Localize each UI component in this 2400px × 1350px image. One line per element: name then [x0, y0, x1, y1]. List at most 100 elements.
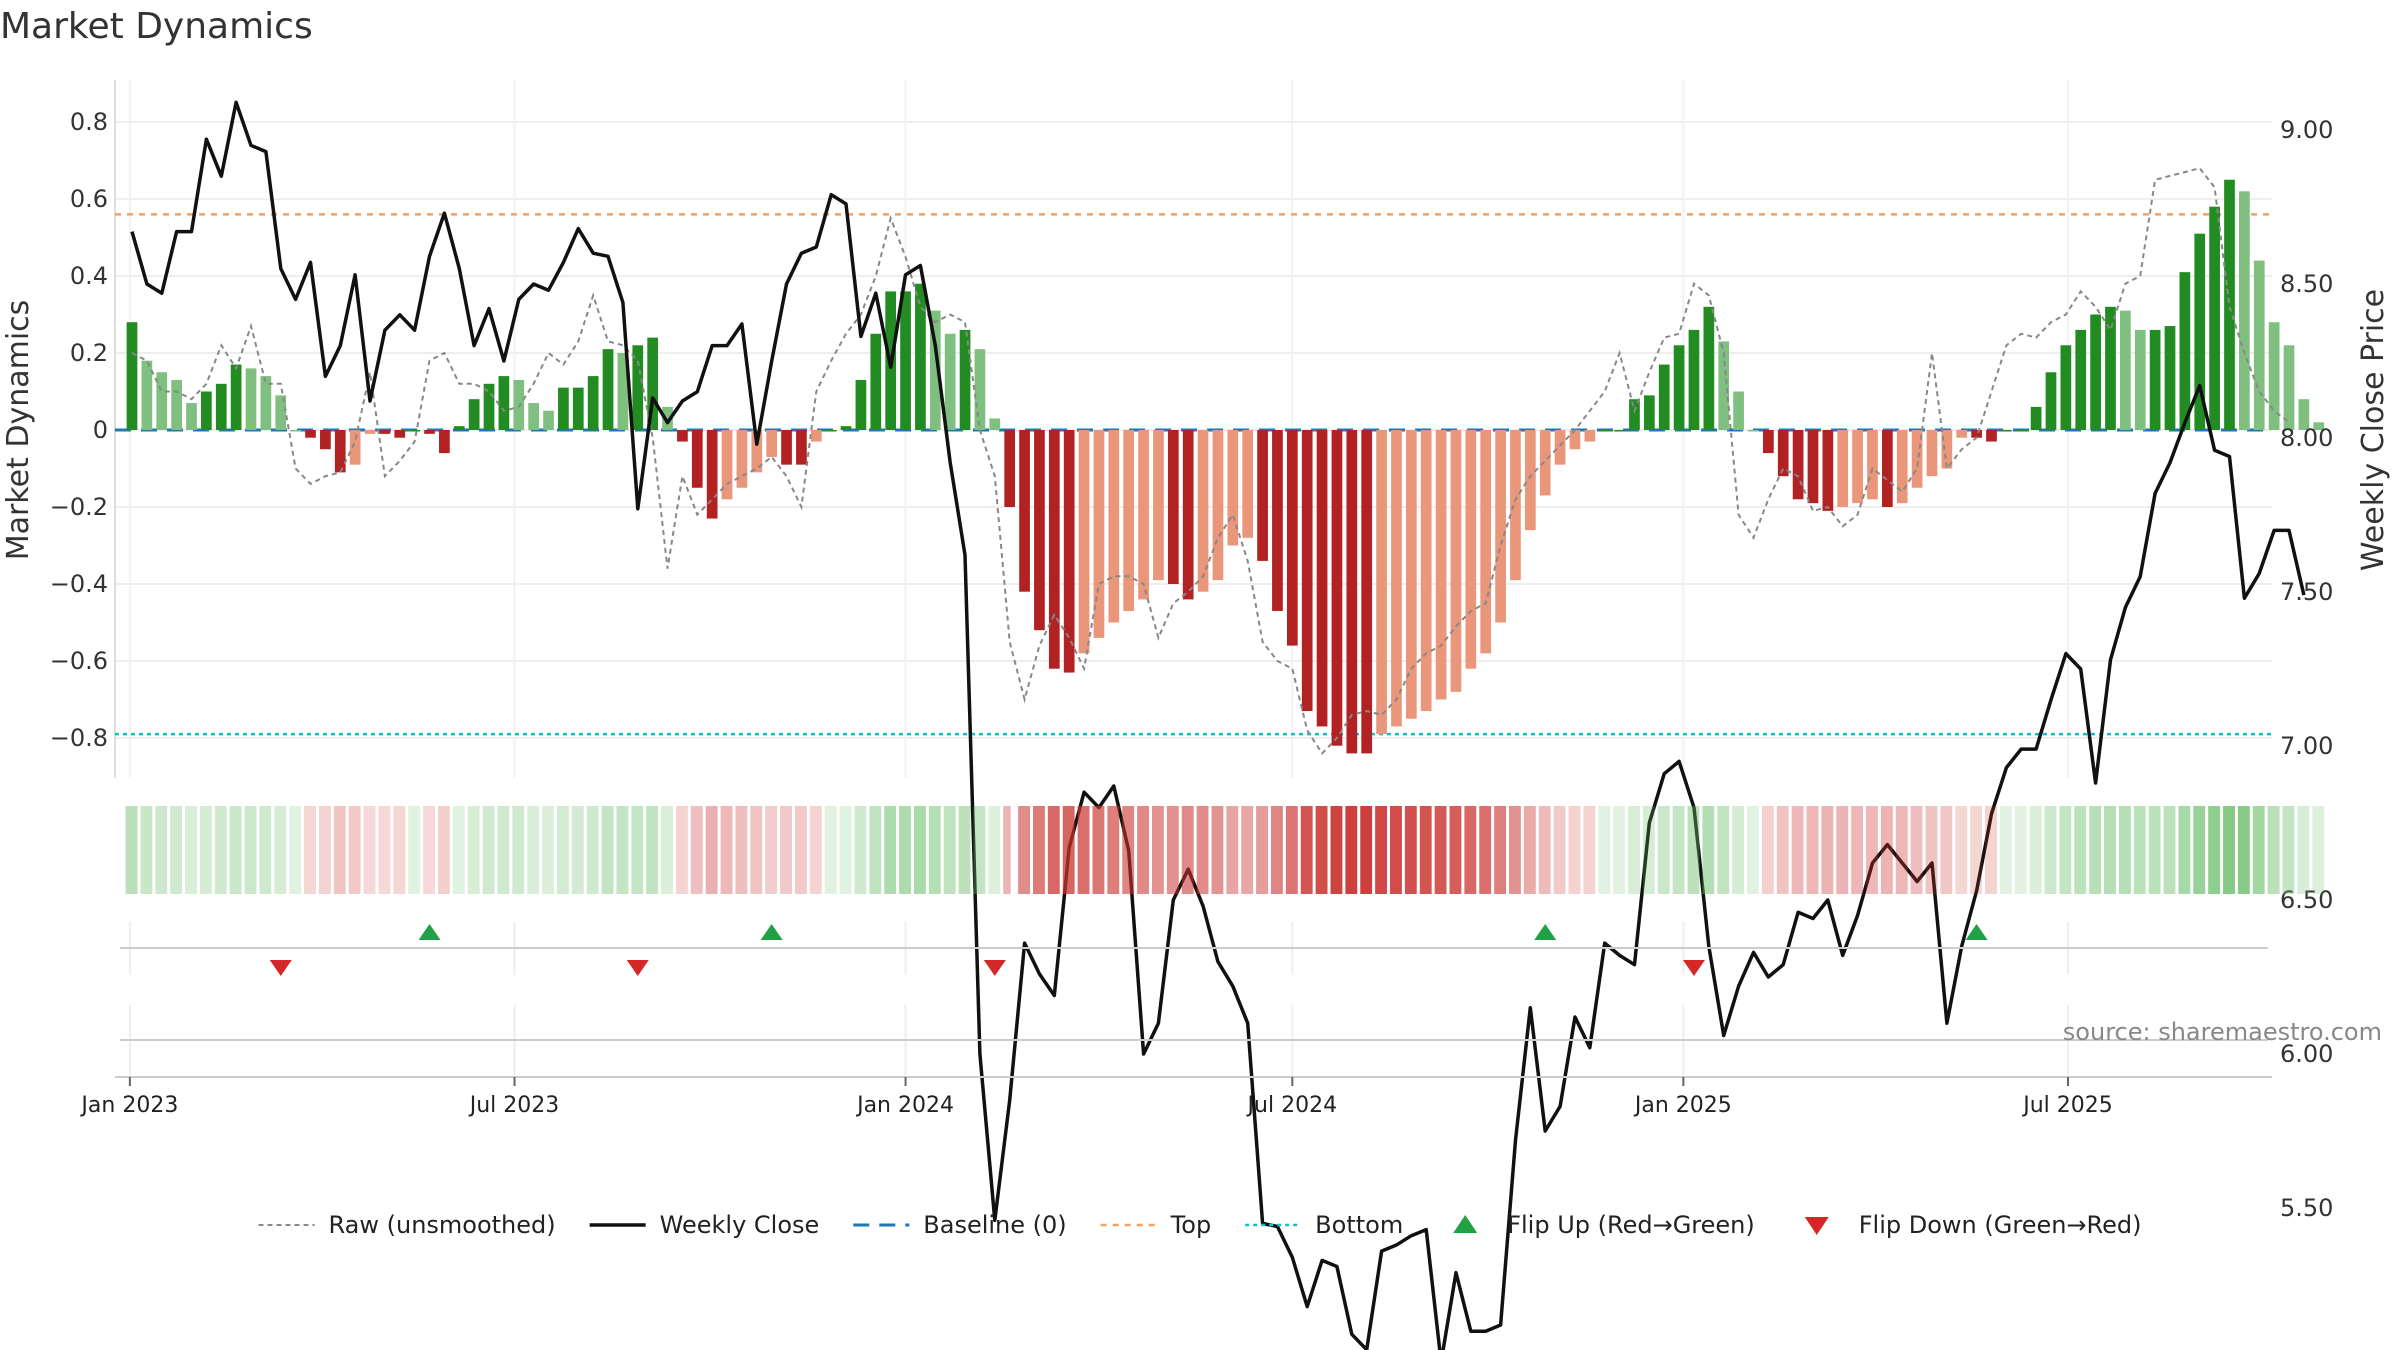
- x-tick-label: Jan 2024: [855, 1093, 954, 1118]
- strip-cell: [214, 806, 227, 894]
- bar: [1391, 430, 1402, 727]
- bar: [305, 430, 316, 438]
- bar: [349, 430, 361, 465]
- bar: [1822, 430, 1834, 511]
- strip-cell: [333, 806, 346, 894]
- bar: [1138, 430, 1149, 600]
- strip-cell: [1375, 806, 1388, 894]
- strip-cell: [780, 806, 792, 894]
- flip-down-marker: [626, 960, 649, 976]
- strip-cell: [1404, 806, 1417, 894]
- strip-cell: [467, 806, 480, 894]
- strip-cell: [1151, 806, 1164, 894]
- bar: [617, 353, 629, 430]
- strip-cell: [1181, 806, 1194, 894]
- strip-cell: [735, 806, 748, 894]
- bar: [1123, 430, 1135, 611]
- bar: [2298, 399, 2310, 430]
- strip-cell: [1672, 806, 1685, 894]
- strip-cell: [512, 806, 525, 894]
- bar: [1584, 430, 1596, 442]
- bar: [2075, 329, 2087, 430]
- bar: [186, 403, 197, 430]
- bar: [870, 333, 882, 430]
- bar: [1703, 306, 1715, 430]
- legend-label: Raw (unsmoothed): [329, 1211, 556, 1239]
- bar: [1331, 430, 1343, 746]
- strip-cell: [2297, 806, 2310, 894]
- bar: [1881, 430, 1893, 507]
- strip-cell: [928, 806, 941, 894]
- bar: [141, 360, 153, 430]
- strip-cell: [2044, 806, 2057, 894]
- legend-label: Flip Up (Red→Green): [1507, 1211, 1755, 1239]
- strip-cell: [185, 806, 197, 894]
- right-tick-label: 5.00: [2280, 1348, 2333, 1350]
- strip-cell: [958, 806, 971, 894]
- strip-cell: [437, 806, 450, 894]
- strip-cell: [170, 806, 183, 894]
- strip-cell: [2178, 806, 2191, 894]
- strip-cell: [809, 806, 822, 894]
- bar: [1048, 430, 1060, 669]
- left-tick-label: 0.6: [70, 185, 108, 213]
- strip-cell: [1062, 806, 1075, 894]
- left-tick-label: −0.8: [50, 724, 108, 752]
- bar: [632, 345, 644, 430]
- weekly-close-line: [130, 100, 2306, 1350]
- strip-cell: [1985, 806, 1997, 894]
- strip-cell: [646, 806, 659, 894]
- right-tick-label: 5.50: [2280, 1194, 2333, 1222]
- strip-cell: [2163, 806, 2176, 894]
- strip-cell: [408, 806, 421, 894]
- bar: [1971, 430, 1982, 438]
- legend-label: Weekly Close: [660, 1211, 820, 1239]
- left-tick-label: −0.6: [50, 647, 108, 675]
- bar: [1108, 430, 1120, 623]
- bar: [1034, 430, 1045, 631]
- bar: [1718, 341, 1730, 430]
- strip-cell: [2252, 806, 2265, 894]
- bar: [1867, 430, 1878, 500]
- bar: [1212, 430, 1224, 581]
- bar: [1063, 430, 1075, 673]
- bar: [498, 376, 510, 430]
- bar: [647, 337, 659, 430]
- bar: [1986, 430, 1997, 442]
- bar: [1643, 395, 1655, 430]
- x-tick-label: Jul 2023: [468, 1093, 560, 1118]
- bar: [1733, 391, 1744, 430]
- strip-cell: [2223, 806, 2235, 894]
- bar: [2268, 322, 2280, 430]
- bar: [1658, 364, 1670, 430]
- bar: [2194, 233, 2206, 430]
- bar: [230, 364, 242, 430]
- bar: [1852, 430, 1863, 504]
- bar: [2045, 372, 2057, 430]
- left-tick-label: −0.2: [50, 493, 108, 521]
- strip-cell: [1345, 806, 1358, 894]
- strip-cell: [2059, 806, 2072, 894]
- strip-cell: [244, 806, 257, 894]
- bar: [989, 418, 1001, 430]
- bar: [1629, 399, 1640, 430]
- bar: [721, 430, 733, 500]
- bar: [2120, 310, 2131, 430]
- strip-cell: [913, 806, 926, 894]
- bar: [453, 426, 465, 430]
- strip-cell: [348, 806, 361, 894]
- bar: [1837, 430, 1849, 507]
- bar: [677, 430, 688, 442]
- strip-cell: [2148, 806, 2161, 894]
- raw-line: [131, 167, 2290, 756]
- right-tick-label: 8.00: [2280, 424, 2333, 452]
- bar: [2134, 329, 2146, 430]
- strip-cell: [1568, 806, 1581, 894]
- bar: [1524, 430, 1536, 531]
- bar: [929, 310, 941, 430]
- bar: [2239, 191, 2250, 430]
- strip-cell: [1003, 806, 1011, 894]
- strip-cell: [1122, 806, 1135, 894]
- strip-cell: [1434, 806, 1447, 894]
- bar: [1019, 430, 1030, 592]
